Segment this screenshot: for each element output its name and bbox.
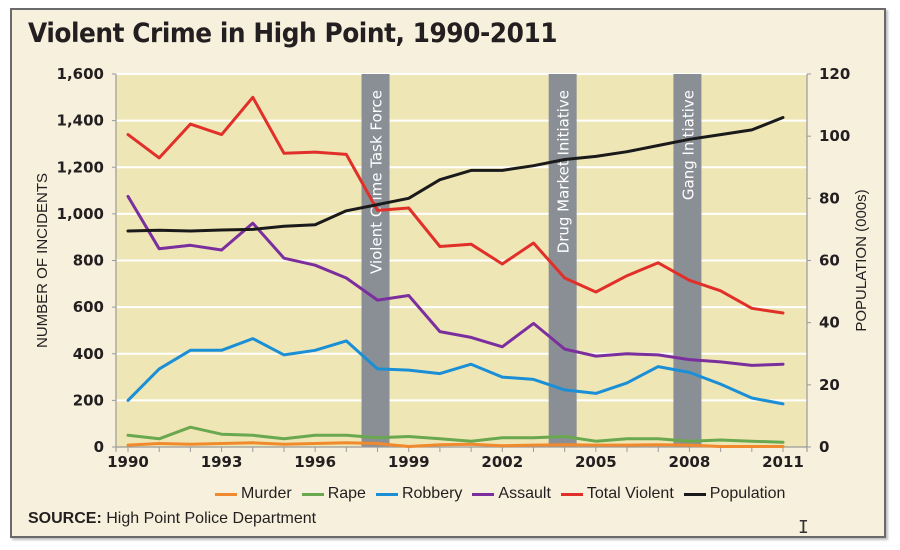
y2-tick-label: 0 (819, 438, 829, 456)
series-line-robbery (126, 337, 785, 406)
legend-swatch (683, 492, 706, 496)
legend-item: Population (683, 485, 786, 503)
annotation-band (673, 74, 702, 447)
y2-tick-label: 80 (819, 189, 840, 207)
y2-tick-label: 120 (819, 65, 850, 83)
y-axis-title: NUMBER OF INCIDENTS (34, 173, 51, 348)
x-tick-label: 2011 (762, 453, 804, 471)
y2-tick-label: 60 (819, 252, 840, 270)
legend-swatch (560, 492, 583, 496)
x-tick-label: 2002 (481, 453, 523, 471)
series-line-rape (126, 425, 785, 444)
legend-label: Population (709, 485, 786, 502)
y-tick-label: 1,200 (57, 158, 104, 176)
legend-label: Robbery (401, 485, 463, 502)
x-tick-label: 2005 (575, 453, 617, 471)
legend-swatch (472, 492, 495, 496)
annotation-label: Violent Crime Task Force (368, 90, 386, 274)
y2-tick-label: 20 (819, 376, 840, 394)
y-tick-label: 1,000 (57, 205, 104, 223)
legend-label: Assault (498, 485, 551, 502)
source-note: SOURCE: High Point Police Department (28, 510, 316, 528)
y-tick-label: 1,600 (57, 65, 104, 83)
series-line-assault (126, 194, 785, 367)
x-tick-label: 2008 (669, 453, 711, 471)
legend-item: Assault (472, 485, 551, 503)
y-tick-label: 800 (73, 252, 104, 270)
legend: Murder Rape Robbery Assault Total Violent Pop… (215, 485, 795, 503)
x-tick-label: 1990 (107, 453, 149, 471)
legend-label: Total Violent (586, 485, 674, 502)
source-prefix: SOURCE: (28, 510, 102, 527)
legend-swatch (301, 492, 324, 496)
y-tick-label: 1,400 (57, 112, 104, 130)
annotation-label: Gang Initiative (679, 90, 697, 200)
legend-swatch (215, 492, 237, 496)
y2-axis-title: POPULATION (000s) (853, 189, 870, 331)
chart-title: Violent Crime in High Point, 1990-2011 (28, 18, 558, 49)
y2-tick-label: 100 (819, 127, 850, 145)
legend-swatch (375, 492, 398, 496)
y-tick-label: 400 (73, 345, 104, 363)
source-text: High Point Police Department (101, 510, 317, 527)
legend-item: Rape (301, 485, 366, 503)
legend-label: Rape (327, 485, 366, 502)
legend-item: Robbery (375, 485, 463, 503)
y-tick-label: 0 (94, 438, 104, 456)
text-cursor-icon: I (798, 517, 809, 538)
series-line-population (126, 116, 785, 233)
series-line-murder (126, 441, 785, 448)
legend-item: Murder (215, 485, 292, 503)
x-tick-label: 1999 (388, 453, 430, 471)
legend-label: Murder (241, 485, 292, 502)
annotation-band (361, 74, 390, 447)
legend-item: Total Violent (560, 485, 674, 503)
x-tick-label: 1996 (294, 453, 336, 471)
y-tick-label: 200 (73, 391, 104, 409)
annotation-label: Drug Market Initiative (555, 90, 573, 253)
y2-tick-label: 40 (819, 314, 840, 332)
x-tick-label: 1993 (201, 453, 243, 471)
y-tick-label: 600 (73, 298, 104, 316)
series-line-total-violent (126, 95, 785, 315)
